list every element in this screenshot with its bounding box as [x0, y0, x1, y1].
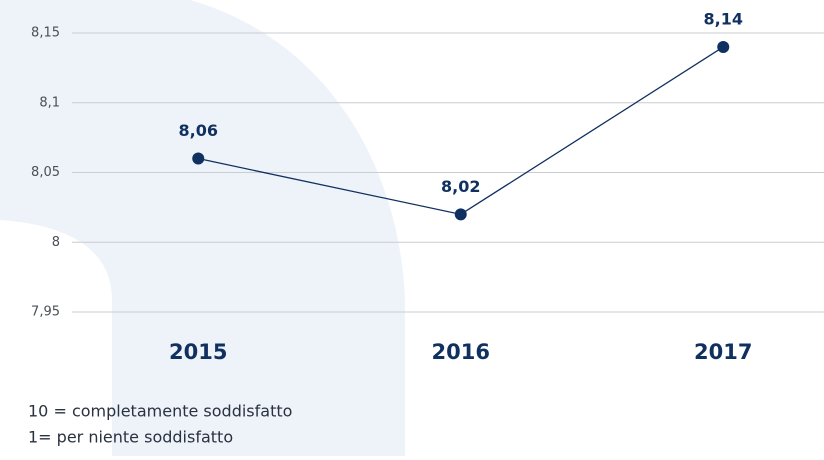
y-tick-label: 8,15	[31, 26, 60, 41]
y-tick-label: 8,05	[31, 165, 60, 180]
value-label: 8,06	[179, 121, 218, 140]
y-tick-label: 8,1	[39, 95, 60, 110]
annotation: 10 = completamente soddisfatto	[28, 402, 292, 421]
annotation: 1= per niente soddisfatto	[28, 428, 233, 447]
background-shape	[0, 0, 405, 456]
x-tick-label: 2017	[694, 340, 752, 364]
value-label: 8,14	[704, 9, 743, 28]
point	[717, 40, 730, 53]
y-tick-label: 8	[52, 235, 60, 250]
value-label: 8,02	[441, 177, 480, 196]
y-tick-label: 7,95	[31, 305, 60, 320]
point	[192, 152, 205, 165]
x-tick-label: 2015	[169, 340, 227, 364]
point	[454, 208, 467, 221]
x-tick-label: 2016	[432, 340, 490, 364]
